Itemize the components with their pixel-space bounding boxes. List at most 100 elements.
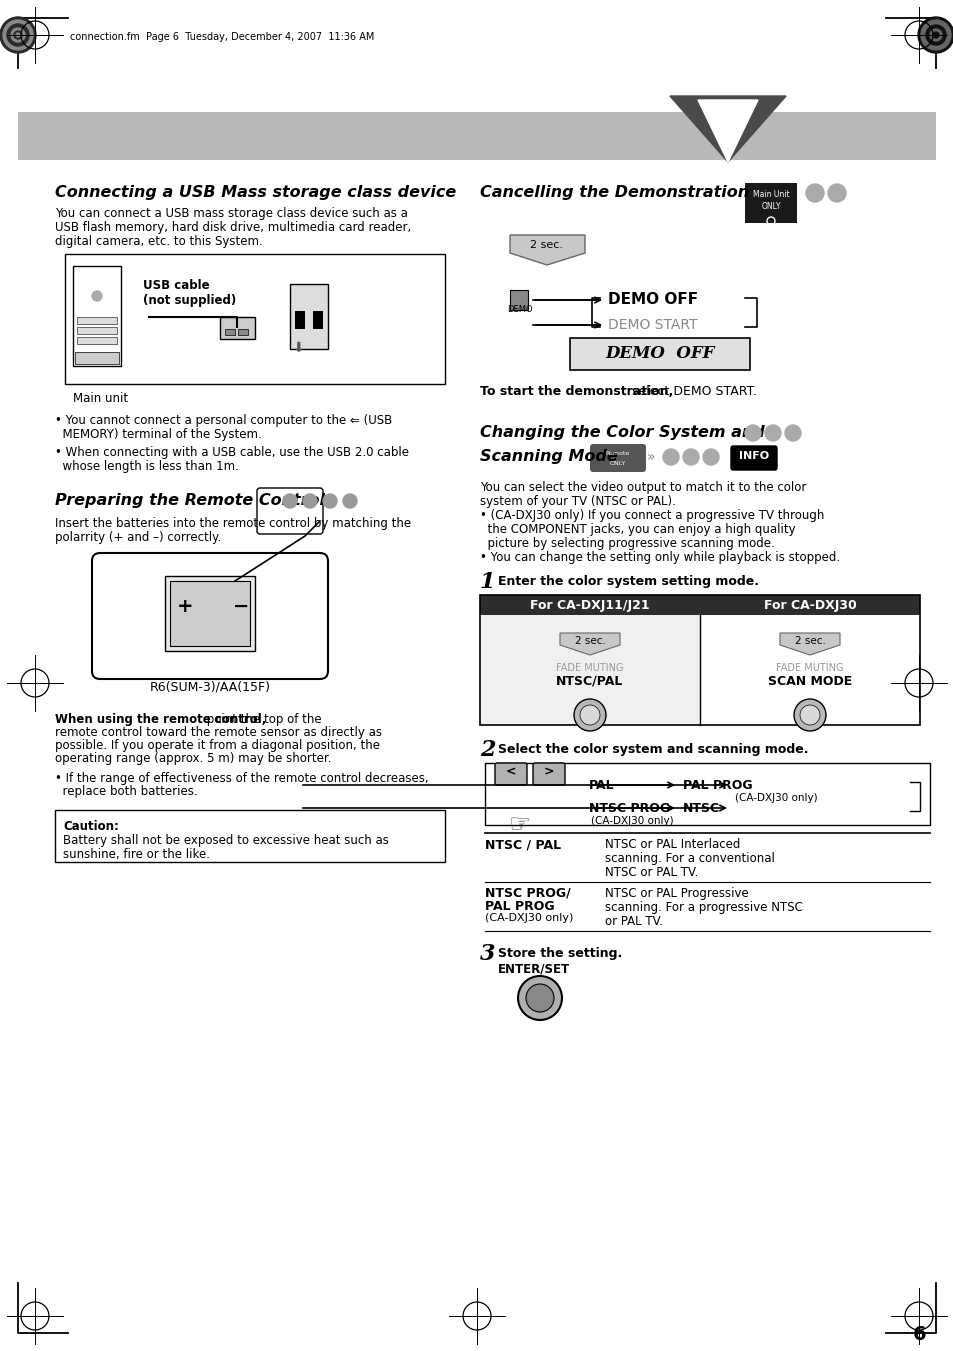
- FancyBboxPatch shape: [533, 763, 564, 785]
- Circle shape: [920, 20, 950, 50]
- Text: SCAN MODE: SCAN MODE: [767, 676, 851, 688]
- Text: sunshine, fire or the like.: sunshine, fire or the like.: [63, 848, 210, 861]
- Text: whose length is less than 1m.: whose length is less than 1m.: [55, 459, 238, 473]
- Text: NTSC or PAL Interlaced: NTSC or PAL Interlaced: [604, 838, 740, 851]
- Text: (not supplied): (not supplied): [143, 295, 236, 307]
- Circle shape: [827, 184, 845, 203]
- Circle shape: [662, 449, 679, 465]
- Circle shape: [574, 698, 605, 731]
- Text: Enter the color system setting mode.: Enter the color system setting mode.: [497, 576, 759, 588]
- Text: When using the remote control,: When using the remote control,: [55, 713, 266, 725]
- Text: 2 sec.: 2 sec.: [530, 240, 563, 250]
- FancyBboxPatch shape: [589, 444, 645, 471]
- Text: (CA-DXJ30 only): (CA-DXJ30 only): [484, 913, 573, 923]
- Text: Insert the batteries into the remote control by matching the: Insert the batteries into the remote con…: [55, 517, 411, 530]
- Bar: [77, 336, 117, 345]
- Text: <: <: [505, 765, 516, 778]
- Bar: [700, 594, 919, 615]
- Circle shape: [932, 32, 938, 38]
- Circle shape: [517, 975, 561, 1020]
- Text: Battery shall not be exposed to excessive heat such as: Battery shall not be exposed to excessiv…: [63, 834, 389, 847]
- Text: NTSC PROG: NTSC PROG: [588, 802, 669, 815]
- Circle shape: [800, 705, 820, 725]
- Text: DEMO  OFF: DEMO OFF: [604, 346, 714, 362]
- Text: ⬇: ⬇: [293, 340, 304, 355]
- Circle shape: [0, 18, 36, 53]
- Text: Caution:: Caution:: [63, 820, 119, 834]
- Text: PAL PROG: PAL PROG: [682, 780, 752, 792]
- Text: • You can change the setting only while playback is stopped.: • You can change the setting only while …: [479, 551, 840, 563]
- Circle shape: [3, 20, 33, 50]
- Bar: [73, 266, 121, 366]
- Text: DEMO OFF: DEMO OFF: [607, 292, 698, 307]
- Text: remote control toward the remote sensor as directly as: remote control toward the remote sensor …: [55, 725, 381, 739]
- Text: >: >: [543, 765, 554, 778]
- Circle shape: [917, 18, 953, 53]
- Circle shape: [579, 705, 599, 725]
- Text: INFO: INFO: [739, 451, 768, 461]
- Text: You can select the video output to match it to the color: You can select the video output to match…: [479, 481, 805, 494]
- Text: Changing the Color System and: Changing the Color System and: [479, 426, 764, 440]
- Circle shape: [764, 426, 781, 440]
- Text: • When connecting with a USB cable, use the USB 2.0 cable: • When connecting with a USB cable, use …: [55, 446, 409, 459]
- Text: Store the setting.: Store the setting.: [497, 947, 621, 961]
- Text: ONLY: ONLY: [760, 203, 780, 211]
- Circle shape: [7, 24, 29, 46]
- Circle shape: [16, 32, 20, 36]
- Text: PAL PROG: PAL PROG: [484, 900, 554, 913]
- Text: Main unit: Main unit: [73, 392, 128, 405]
- Bar: [65, 254, 444, 384]
- FancyBboxPatch shape: [730, 446, 776, 470]
- Text: • (CA-DXJ30 only) If you connect a progressive TV through: • (CA-DXJ30 only) If you connect a progr…: [479, 509, 823, 521]
- Text: For CA-DXJ30: For CA-DXJ30: [762, 598, 856, 612]
- Text: USB cable: USB cable: [143, 280, 210, 292]
- Circle shape: [323, 494, 336, 508]
- Bar: [479, 594, 919, 725]
- Text: FADE MUTING: FADE MUTING: [556, 663, 623, 673]
- Text: ENTER/SET: ENTER/SET: [497, 963, 570, 975]
- Text: 6: 6: [912, 1325, 926, 1344]
- Circle shape: [343, 494, 356, 508]
- Bar: [220, 317, 254, 339]
- Text: 2: 2: [479, 739, 495, 761]
- Text: Main Unit: Main Unit: [752, 190, 788, 199]
- Circle shape: [805, 184, 823, 203]
- Circle shape: [91, 290, 102, 301]
- Text: point the top of the: point the top of the: [203, 713, 321, 725]
- Bar: [18, 112, 935, 159]
- Text: replace both batteries.: replace both batteries.: [55, 785, 197, 798]
- Circle shape: [14, 31, 22, 39]
- Polygon shape: [669, 96, 785, 162]
- Text: picture by selecting progressive scanning mode.: picture by selecting progressive scannin…: [479, 536, 774, 550]
- Text: (CA-DXJ30 only): (CA-DXJ30 only): [734, 793, 817, 802]
- Bar: [744, 182, 796, 223]
- Text: scanning. For a progressive NTSC: scanning. For a progressive NTSC: [604, 901, 802, 915]
- Text: MEMORY) terminal of the System.: MEMORY) terminal of the System.: [55, 428, 261, 440]
- Circle shape: [525, 984, 554, 1012]
- Bar: [479, 594, 700, 615]
- Text: NTSC: NTSC: [682, 802, 720, 815]
- Bar: [479, 615, 700, 725]
- Bar: [569, 338, 749, 370]
- Text: or PAL TV.: or PAL TV.: [604, 915, 662, 928]
- Bar: [77, 327, 117, 334]
- Text: scanning. For a conventional: scanning. For a conventional: [604, 852, 774, 865]
- Text: the COMPONENT jacks, you can enjoy a high quality: the COMPONENT jacks, you can enjoy a hig…: [479, 523, 795, 536]
- Text: select DEMO START.: select DEMO START.: [627, 385, 756, 399]
- Text: »: »: [646, 450, 655, 463]
- Text: R6(SUM-3)/AA(15F): R6(SUM-3)/AA(15F): [150, 681, 271, 694]
- FancyBboxPatch shape: [495, 763, 526, 785]
- Text: 3: 3: [479, 943, 495, 965]
- Bar: [484, 763, 929, 825]
- Bar: [294, 311, 305, 330]
- Text: • If the range of effectiveness of the remote control decreases,: • If the range of effectiveness of the r…: [55, 771, 428, 785]
- Bar: [75, 353, 119, 363]
- Circle shape: [744, 426, 760, 440]
- FancyBboxPatch shape: [256, 488, 323, 534]
- Text: Cancelling the Demonstration: Cancelling the Demonstration: [479, 185, 748, 200]
- Text: operating range (approx. 5 m) may be shorter.: operating range (approx. 5 m) may be sho…: [55, 753, 331, 765]
- Text: system of your TV (NTSC or PAL).: system of your TV (NTSC or PAL).: [479, 494, 675, 508]
- Bar: [313, 311, 323, 330]
- Text: −: −: [233, 597, 249, 616]
- Text: Connecting a USB Mass storage class device: Connecting a USB Mass storage class devi…: [55, 185, 456, 200]
